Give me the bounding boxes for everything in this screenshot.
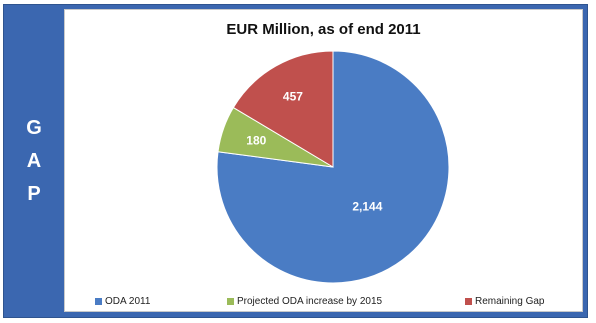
legend-label-projected-oda: Projected ODA increase by 2015 [237,295,383,307]
pie-slice-oda-2011 [216,50,450,284]
sidebar-letter-g: G [26,116,42,139]
legend-label-remaining-gap: Remaining Gap [475,295,545,307]
pie-chart: 2,144 180 457 [216,50,450,284]
chart-title: EUR Million, as of end 2011 [226,21,421,38]
legend-item-remaining-gap: Remaining Gap [465,293,544,309]
legend-item-projected-oda: Projected ODA increase by 2015 [227,293,465,309]
pie-label-remaining-gap: 457 [283,89,303,103]
legend-label-oda-2011: ODA 2011 [105,295,151,307]
sidebar-letter-a: A [26,149,42,172]
pie-label-projected-oda: 180 [246,133,266,147]
pie-label-oda-2011: 2,144 [352,199,382,213]
gap-frame: G A P EUR Million, as of end 2011 2,144 1… [3,4,588,318]
legend-swatch-remaining-gap [465,297,472,305]
pie-slice-remaining-gap [232,50,334,168]
gap-sidebar: G A P [4,5,64,317]
chart-panel: EUR Million, as of end 2011 2,144 180 457 … [64,9,583,312]
chart-legend: ODA 2011 Projected ODA increase by 2015 … [95,293,572,309]
legend-swatch-projected-oda [227,297,234,305]
legend-swatch-oda-2011 [95,297,102,305]
legend-item-oda-2011: ODA 2011 [95,293,227,309]
sidebar-letter-p: P [27,182,41,205]
